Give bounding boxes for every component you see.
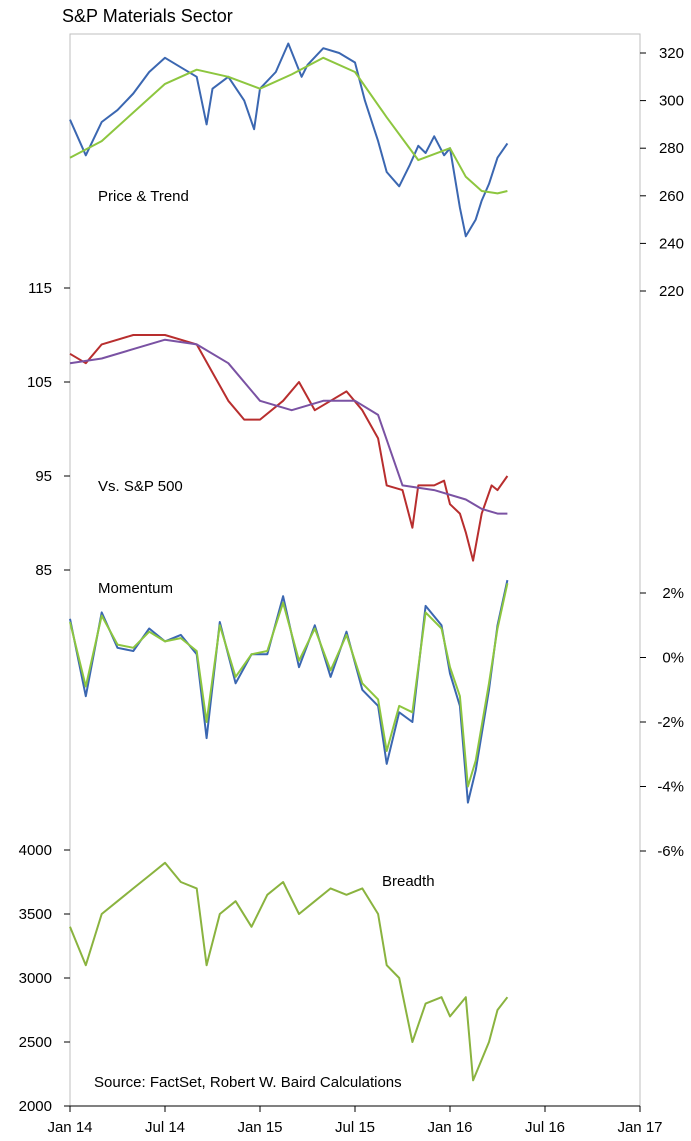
y-tick-label: -6% — [657, 843, 684, 860]
x-tick-label: Jan 16 — [427, 1119, 472, 1136]
y-tick-label: 3000 — [19, 970, 52, 987]
y-tick-label: 85 — [35, 562, 52, 579]
y-tick-label: 95 — [35, 468, 52, 485]
x-tick-label: Jul 16 — [525, 1119, 565, 1136]
series-line-trend — [69, 338, 508, 515]
y-tick-label: 115 — [28, 280, 52, 297]
y-tick-label: 3500 — [19, 906, 52, 923]
x-tick-label: Jan 17 — [617, 1119, 662, 1136]
series-line-momentum-avg — [69, 583, 509, 788]
x-tick-label: Jan 15 — [237, 1119, 282, 1136]
panel-label: Price & Trend — [98, 188, 189, 205]
source-note: Source: FactSet, Robert W. Baird Calcula… — [94, 1074, 402, 1091]
series-layer — [69, 42, 509, 1082]
y-tick-label: 280 — [659, 140, 684, 157]
x-axis-ticks: Jan 14 Jul 14 Jan 15 Jul 15 Jan 16 Jul 16 Jan … — [47, 1106, 663, 1136]
chart-title: S&P Materials Sector — [62, 6, 233, 26]
y-tick-label: 0% — [662, 650, 684, 667]
panel-label: Vs. S&P 500 — [98, 478, 183, 495]
y-tick-label: 300 — [659, 93, 684, 110]
y-tick-label: 2500 — [19, 1034, 52, 1051]
series-line-breadth — [69, 861, 509, 1082]
y-tick-label: 320 — [659, 45, 684, 62]
panel-labels: Price & Trend Vs. S&P 500 Momentum Breadth — [98, 188, 435, 890]
y-tick-label: 220 — [659, 283, 684, 300]
y-tick-label: 4000 — [19, 842, 52, 859]
panel-label: Momentum — [98, 580, 173, 597]
y-tick-label: 2% — [662, 585, 684, 602]
series-line-momentum — [69, 579, 509, 804]
series-line-trend — [69, 56, 508, 195]
y-tick-label: 260 — [659, 188, 684, 205]
y-axis-ticks: 320 300 280 260 240 220 115 105 95 85 2% 0% -2% -4% -6… — [19, 45, 684, 1115]
series-line-price — [69, 42, 509, 238]
y-tick-label: -4% — [657, 779, 684, 796]
y-tick-label: -2% — [657, 714, 684, 731]
y-tick-label: 105 — [27, 374, 52, 391]
panel-label: Breadth — [382, 873, 435, 890]
x-tick-label: Jul 14 — [145, 1119, 185, 1136]
x-tick-label: Jan 14 — [47, 1119, 92, 1136]
y-tick-label: 2000 — [19, 1098, 52, 1115]
series-line-relative — [69, 334, 509, 562]
x-tick-label: Jul 15 — [335, 1119, 375, 1136]
y-tick-label: 240 — [659, 235, 684, 252]
